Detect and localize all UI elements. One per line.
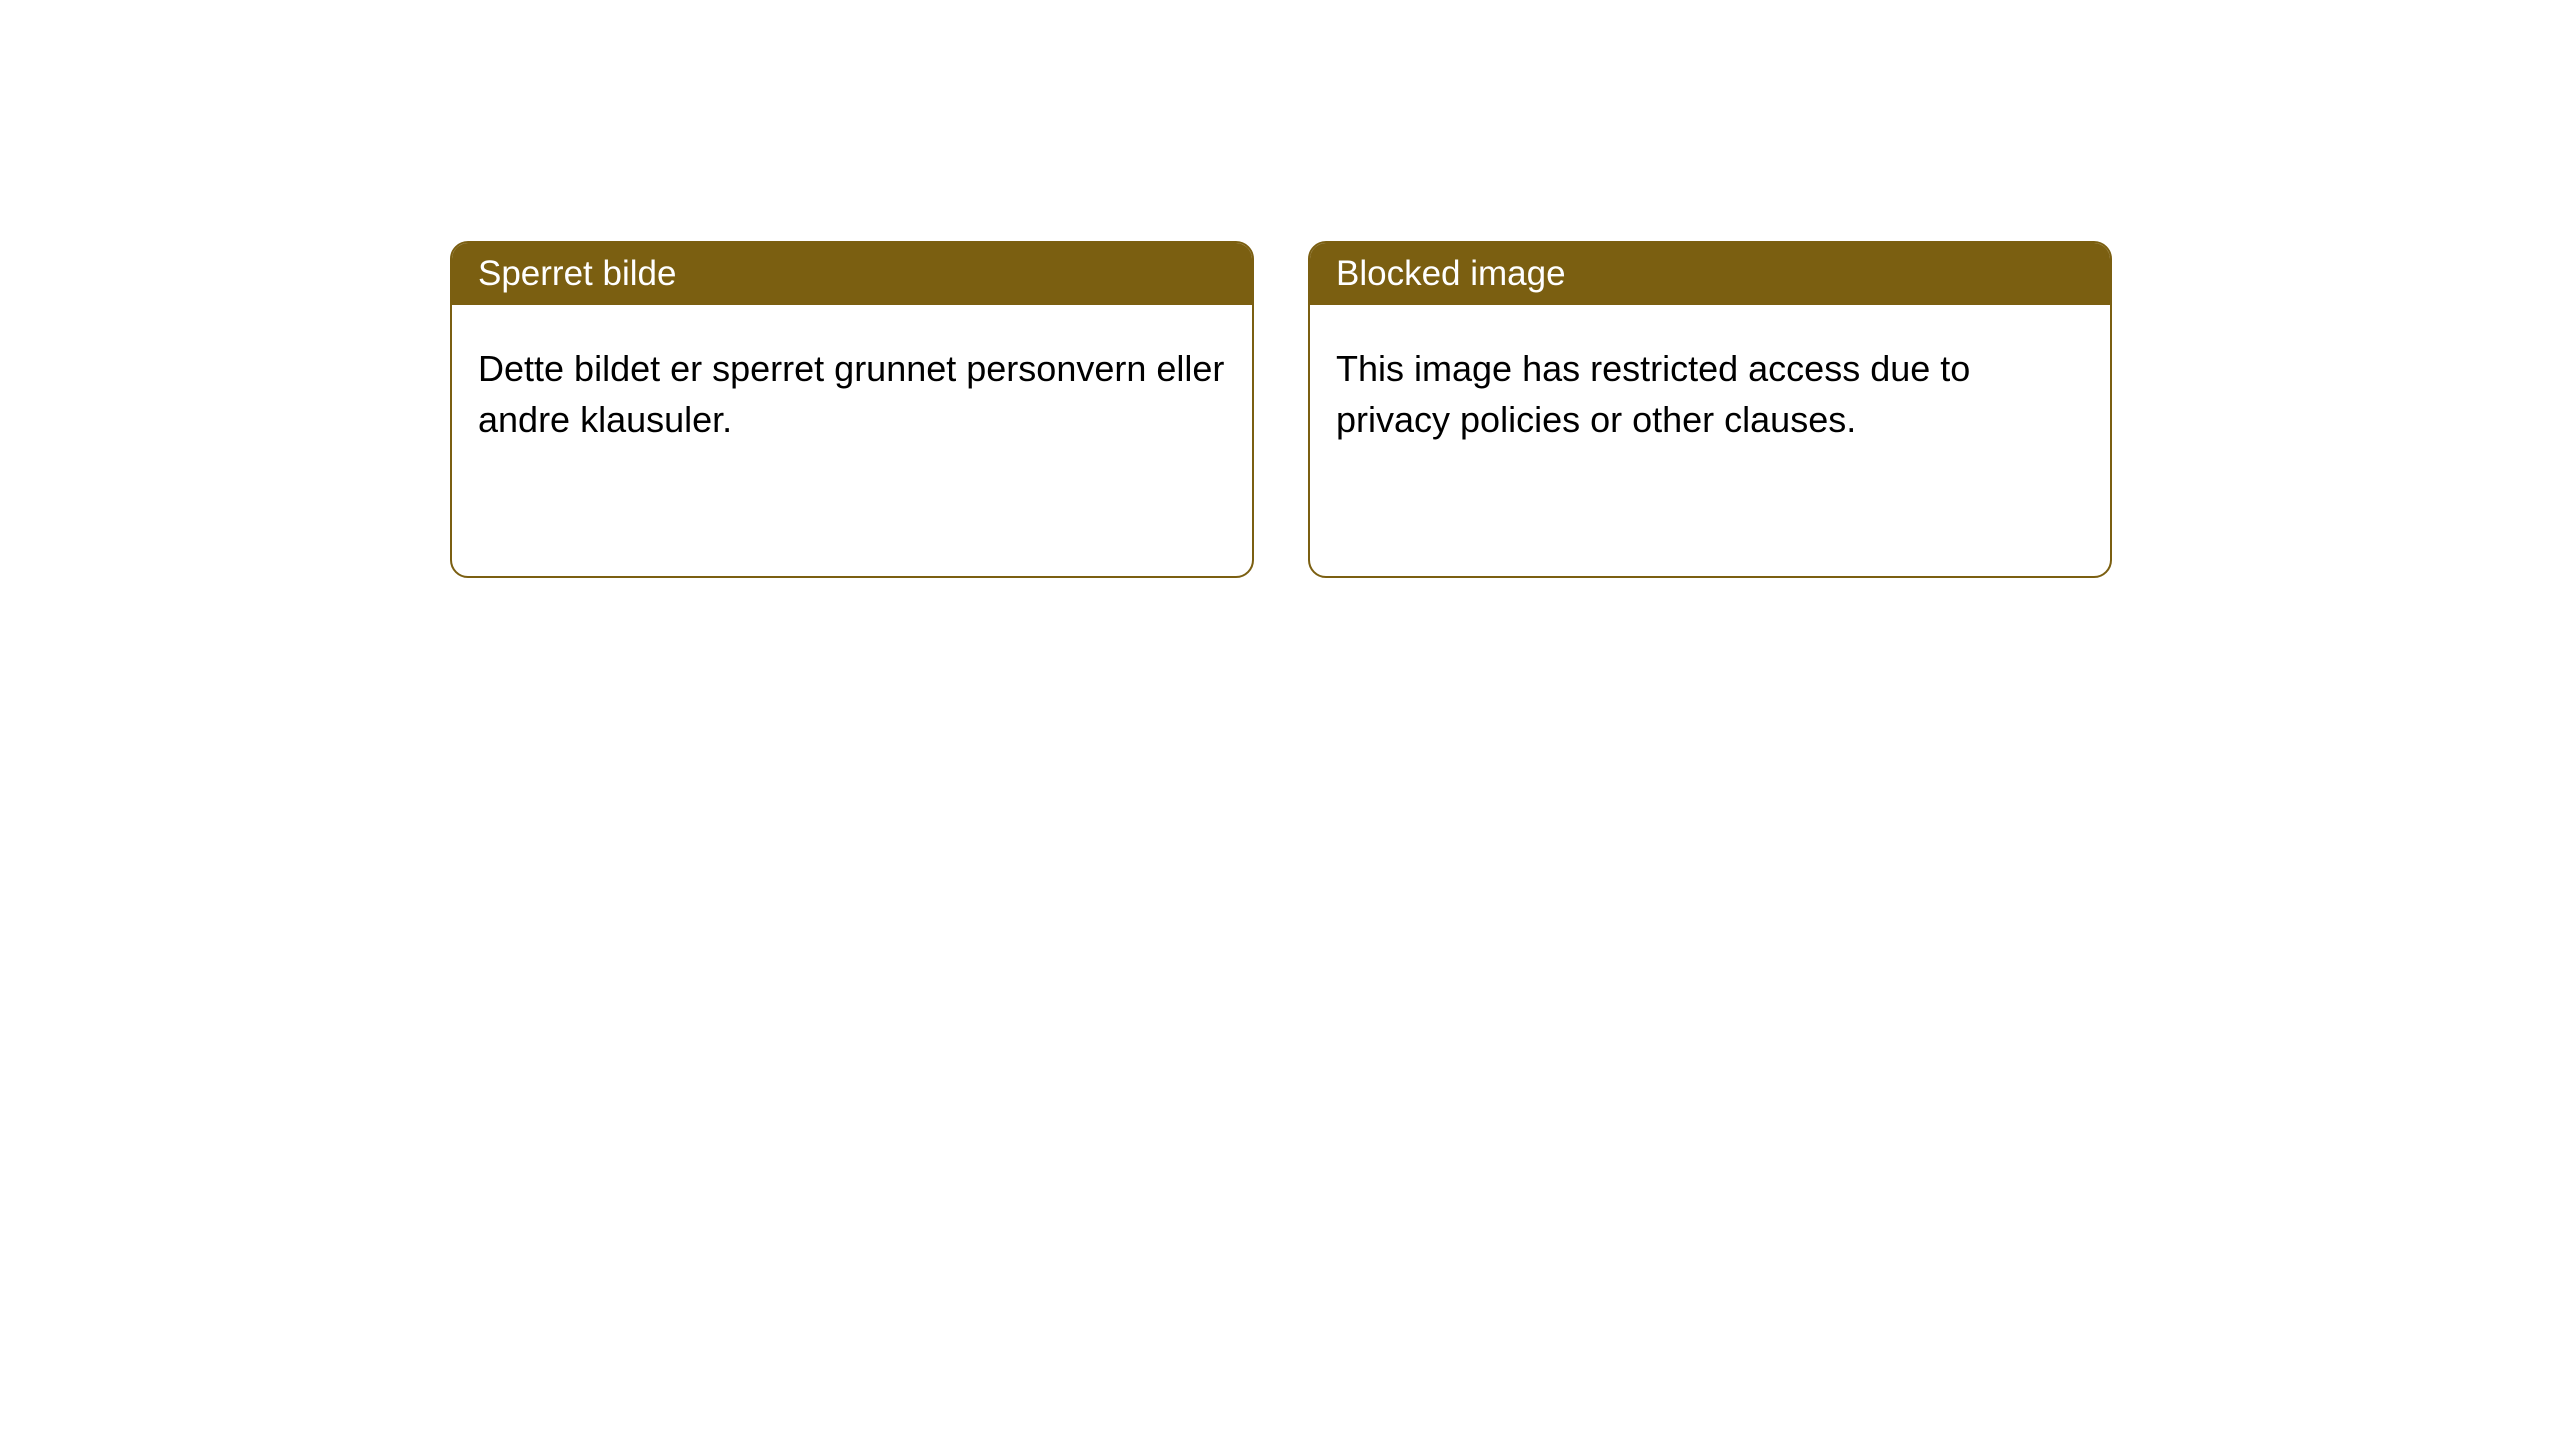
- card-title-english: Blocked image: [1336, 254, 1566, 294]
- blocked-image-card-english: Blocked image This image has restricted …: [1308, 241, 2112, 578]
- card-message-english: This image has restricted access due to …: [1336, 348, 1970, 440]
- card-header-norwegian: Sperret bilde: [452, 243, 1252, 305]
- card-body-norwegian: Dette bildet er sperret grunnet personve…: [452, 305, 1252, 484]
- card-header-english: Blocked image: [1310, 243, 2110, 305]
- blocked-image-cards: Sperret bilde Dette bildet er sperret gr…: [450, 241, 2112, 578]
- card-message-norwegian: Dette bildet er sperret grunnet personve…: [478, 348, 1224, 440]
- card-body-english: This image has restricted access due to …: [1310, 305, 2110, 484]
- blocked-image-card-norwegian: Sperret bilde Dette bildet er sperret gr…: [450, 241, 1254, 578]
- card-title-norwegian: Sperret bilde: [478, 254, 676, 294]
